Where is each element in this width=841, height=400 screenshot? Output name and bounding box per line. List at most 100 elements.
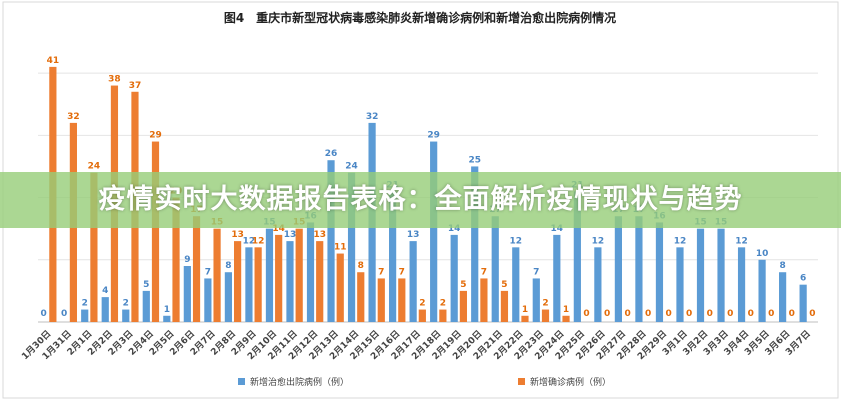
overlay-banner-text: 疫情实时大数据报告表格：全面解析疫情现状与趋势 [98, 184, 743, 215]
data-label-cured: 2 [123, 299, 129, 309]
bar-cured [286, 241, 294, 322]
data-label-cured: 12 [243, 236, 256, 246]
data-label-confirmed: 7 [481, 267, 487, 277]
data-label-confirmed: 7 [399, 267, 405, 277]
data-label-cured: 13 [284, 230, 297, 240]
bar-confirmed [234, 241, 242, 322]
data-label-confirmed: 2 [440, 299, 446, 309]
overlay-banner: 疫情实时大数据报告表格：全面解析疫情现状与趋势 [0, 172, 841, 228]
data-label-confirmed: 1 [563, 305, 569, 315]
bar-confirmed [192, 216, 201, 322]
data-label-confirmed: 38 [108, 75, 121, 85]
bar-cured [491, 216, 499, 322]
data-label-cured: 5 [143, 280, 149, 290]
data-label-cured: 29 [427, 131, 440, 141]
data-label-confirmed: 0 [768, 309, 774, 319]
data-label-confirmed: 5 [501, 280, 507, 290]
bar-confirmed [418, 309, 426, 322]
bar-cured [245, 247, 253, 322]
legend-label: 新增治愈出院病例（例） [250, 376, 349, 388]
data-label-confirmed: 0 [604, 309, 610, 319]
data-label-cured: 4 [102, 286, 108, 296]
data-label-cured: 7 [533, 267, 539, 277]
data-label-cured: 12 [510, 236, 523, 246]
bar-cured [224, 272, 232, 322]
data-label-confirmed: 0 [666, 309, 672, 319]
bar-cured [204, 278, 212, 322]
data-label-confirmed: 2 [419, 299, 425, 309]
data-label-confirmed: 29 [149, 131, 162, 141]
bar-cured [635, 216, 643, 322]
data-label-cured: 12 [735, 236, 748, 246]
bar-cured [430, 141, 438, 322]
bar-cured [81, 309, 89, 322]
data-label-cured: 14 [551, 224, 564, 234]
bar-cured [696, 228, 705, 322]
bar-cured [758, 259, 766, 322]
data-label-cured: 2 [82, 299, 88, 309]
legend-label: 新增确诊病例（例） [530, 376, 611, 388]
bar-cured [347, 172, 356, 322]
data-label-confirmed: 2 [542, 299, 548, 309]
data-label-confirmed: 1 [522, 305, 528, 315]
bar-cured [532, 278, 540, 322]
data-label-cured: 12 [674, 236, 687, 246]
legend-swatch [518, 378, 525, 385]
bar-confirmed [357, 272, 365, 322]
bar-confirmed [500, 290, 509, 322]
bar-confirmed [398, 278, 406, 322]
bar-cured [614, 216, 622, 322]
bar-cured [265, 228, 274, 322]
bar-cured [122, 309, 130, 322]
bar-cured [676, 247, 684, 322]
bar-cured [163, 315, 171, 322]
bar-confirmed [377, 278, 385, 322]
bar-cured [512, 247, 520, 322]
data-label-cured: 9 [184, 255, 190, 265]
bar-cured [779, 272, 787, 322]
bar-cured [389, 191, 397, 322]
data-label-confirmed: 0 [748, 309, 754, 319]
bar-confirmed [213, 228, 221, 322]
data-label-confirmed: 11 [334, 243, 347, 253]
data-label-confirmed: 13 [231, 230, 244, 240]
bar-cured [327, 160, 335, 322]
data-label-cured: 7 [205, 267, 211, 277]
data-label-confirmed: 0 [707, 309, 713, 319]
bar-confirmed [480, 278, 488, 322]
bar-confirmed [316, 241, 324, 322]
data-label-cured: 8 [225, 261, 231, 271]
data-label-confirmed: 32 [67, 112, 80, 122]
bar-cured [142, 290, 150, 322]
bar-cured [450, 234, 458, 322]
bar-cured [306, 222, 315, 322]
data-label-confirmed: 12 [252, 236, 265, 246]
data-label-confirmed: 13 [313, 230, 326, 240]
data-label-confirmed: 0 [686, 309, 692, 319]
data-label-cured: 0 [61, 309, 67, 319]
bar-cured [409, 241, 417, 322]
data-label-cured: 24 [345, 162, 358, 172]
chart-title: 图4 重庆市新型冠状病毒感染肺炎新增确诊病例和新增治愈出院病例情况 [224, 10, 616, 25]
data-label-confirmed: 0 [727, 309, 733, 319]
data-label-confirmed: 0 [583, 309, 589, 319]
data-label-confirmed: 24 [88, 162, 101, 172]
data-label-confirmed: 41 [47, 56, 60, 66]
bar-confirmed [439, 309, 447, 322]
legend: 新增治愈出院病例（例） 新增确诊病例（例） [238, 376, 611, 388]
data-label-confirmed: 8 [358, 261, 364, 271]
bar-confirmed [275, 234, 283, 322]
bar-cured [471, 166, 479, 322]
data-label-confirmed: 0 [624, 309, 630, 319]
data-label-cured: 0 [41, 309, 47, 319]
bar-confirmed [521, 315, 529, 322]
bar-confirmed [295, 228, 303, 322]
data-label-confirmed: 37 [129, 81, 142, 91]
data-label-cured: 6 [800, 274, 806, 284]
bar-confirmed [254, 247, 262, 322]
bar-confirmed [541, 309, 550, 322]
data-label-cured: 14 [448, 224, 461, 234]
bar-confirmed [336, 253, 344, 322]
bar-cured [183, 266, 191, 322]
bar-cured [573, 191, 581, 322]
